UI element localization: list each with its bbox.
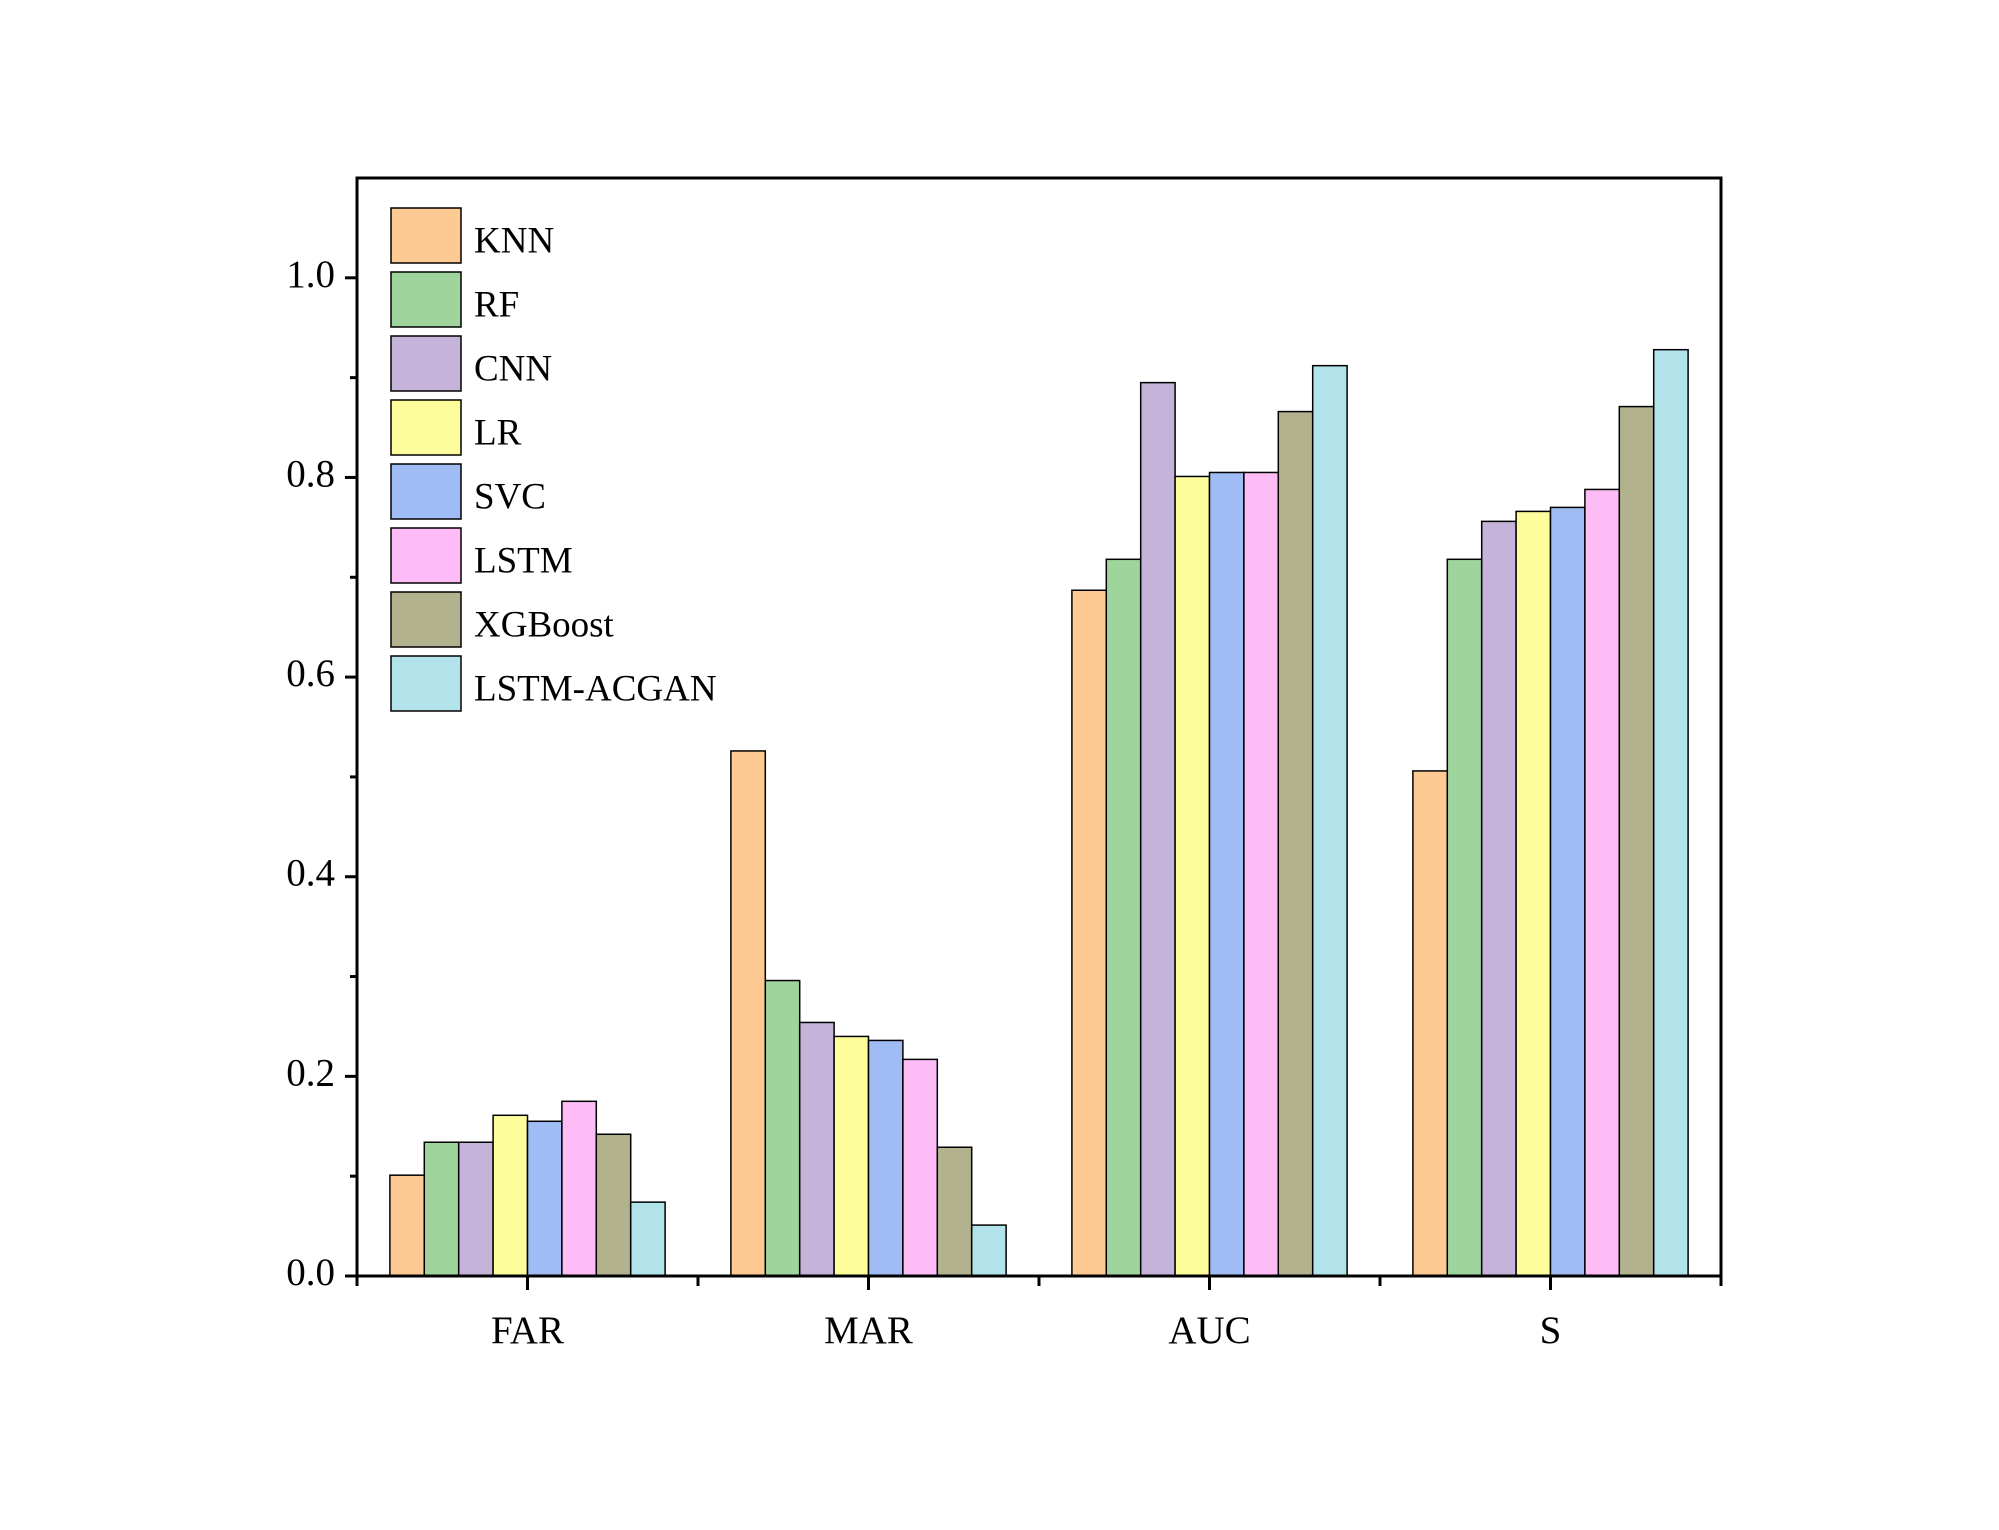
bar (526, 1120, 563, 1277)
bar (457, 1141, 494, 1277)
bar (1311, 364, 1348, 1277)
x-tick-label: FAR (491, 1309, 564, 1352)
bar (730, 750, 767, 1277)
y-tick-label: 1.0 (286, 253, 335, 296)
bar (1174, 475, 1211, 1277)
legend-swatch (390, 399, 462, 456)
y-tick-label: 0.2 (286, 1051, 335, 1094)
bar (1584, 488, 1621, 1277)
bar (561, 1100, 598, 1277)
bar (936, 1146, 973, 1277)
legend-swatch (390, 271, 462, 328)
x-tick-label: S (1540, 1309, 1562, 1352)
bar (798, 1021, 835, 1277)
y-tick-label: 0.6 (286, 652, 335, 695)
legend-swatch (390, 655, 462, 712)
legend-swatch (390, 463, 462, 520)
legend-swatch (390, 591, 462, 648)
bar (595, 1133, 632, 1277)
bar (833, 1035, 870, 1277)
legend-label: XGBoost (474, 604, 615, 645)
y-tick-label: 0.8 (286, 452, 335, 495)
bar (1139, 381, 1176, 1277)
legend-label: KNN (474, 220, 554, 261)
bar (867, 1039, 904, 1277)
bar (1446, 558, 1483, 1277)
bar (1412, 770, 1449, 1277)
bar (492, 1114, 529, 1277)
legend-label: LR (474, 412, 522, 453)
y-tick-label: 0.4 (286, 852, 335, 895)
legend-label: SVC (474, 476, 546, 517)
bar (1549, 506, 1586, 1277)
legend-swatch (390, 335, 462, 392)
bar (423, 1141, 460, 1277)
x-tick-label: MAR (824, 1309, 913, 1352)
bar (1071, 589, 1108, 1277)
y-tick-label: 0.0 (286, 1251, 335, 1294)
bar (1277, 410, 1314, 1277)
bar (1480, 520, 1517, 1277)
bar (1208, 471, 1245, 1277)
bar (1105, 558, 1142, 1277)
bar (764, 979, 801, 1277)
bar (902, 1058, 939, 1277)
x-tick-label: AUC (1168, 1309, 1250, 1352)
bar (1515, 510, 1552, 1277)
bar (389, 1174, 426, 1277)
legend-label: LSTM (474, 540, 573, 581)
legend-swatch (390, 207, 462, 264)
legend-swatch (390, 527, 462, 584)
legend-label: RF (474, 284, 519, 325)
bar (970, 1224, 1007, 1277)
legend-label: CNN (474, 348, 552, 389)
bar (1243, 471, 1280, 1277)
legend-label: LSTM-ACGAN (474, 668, 717, 709)
bar (629, 1201, 666, 1277)
bar (1618, 405, 1655, 1277)
bar (1652, 348, 1689, 1277)
